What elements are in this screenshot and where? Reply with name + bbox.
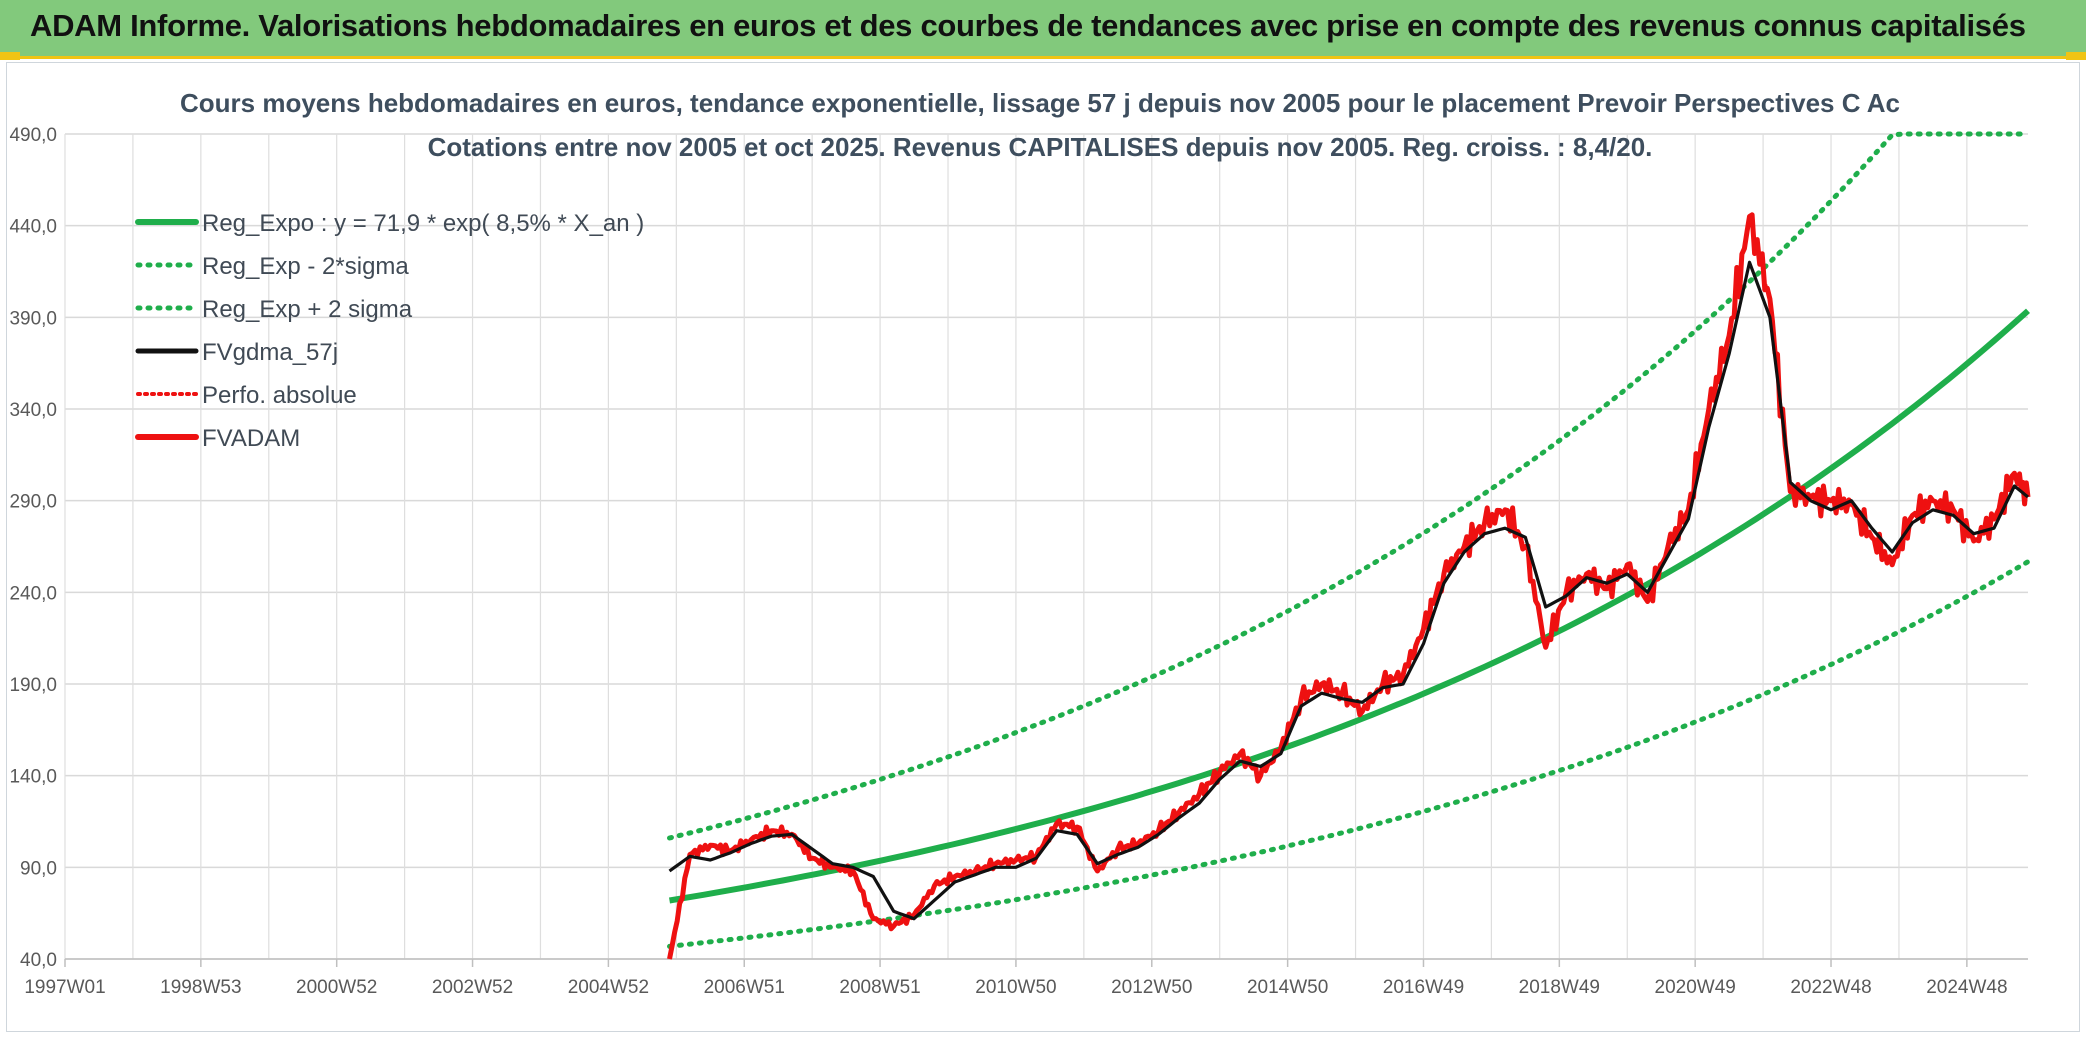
y-tick-label: 90,0 — [20, 858, 57, 879]
x-tick-label: 2024W48 — [1926, 977, 2007, 998]
report-header: ADAM Informe. Valorisations hebdomadaire… — [0, 0, 2086, 59]
series-reg-expo — [669, 308, 2030, 904]
y-tick-label: 390,0 — [9, 308, 57, 329]
x-tick-label: 2006W51 — [704, 977, 785, 998]
legend-label: Reg_Exp + 2 sigma — [202, 296, 413, 323]
report-title: ADAM Informe. Valorisations hebdomadaire… — [30, 8, 2026, 43]
x-tick-label: 2012W50 — [1111, 977, 1192, 998]
y-tick-label: 490,0 — [9, 125, 57, 146]
chart-grid — [64, 133, 2028, 960]
legend-label: FVgdma_57j — [202, 339, 338, 366]
chart-title: Cours moyens hebdomadaires en euros, ten… — [180, 88, 1900, 118]
series-reg-exp-minus-2sigma — [667, 559, 2031, 949]
corner-accent-right — [2066, 52, 2086, 60]
series-fvgdma-57j — [668, 260, 2029, 921]
chart-frame — [6, 62, 2080, 1032]
x-tick-label: 2004W52 — [568, 977, 649, 998]
x-tick-label: 1997W01 — [24, 977, 105, 998]
series-reg-exp-plus-2sigma — [667, 131, 2031, 841]
x-tick-label: 2016W49 — [1383, 977, 1464, 998]
corner-accent-left — [0, 52, 20, 60]
legend-label: Reg_Exp - 2*sigma — [202, 253, 409, 280]
x-tick-label: 2018W49 — [1519, 977, 1600, 998]
chart-legend: Reg_Expo : y = 71,9 * exp( 8,5% * X_an )… — [135, 210, 644, 452]
legend-label: Perfo. absolue — [202, 382, 357, 409]
y-tick-label: 240,0 — [9, 583, 57, 604]
chart-subtitle: Cotations entre nov 2005 et oct 2025. Re… — [428, 132, 1653, 162]
y-tick-label: 190,0 — [9, 675, 57, 696]
plot-area — [667, 131, 2031, 960]
legend-label: Reg_Expo : y = 71,9 * exp( 8,5% * X_an ) — [202, 210, 644, 237]
x-tick-label: 2014W50 — [1247, 977, 1328, 998]
x-tick-label: 2002W52 — [432, 977, 513, 998]
y-tick-label: 290,0 — [9, 492, 57, 513]
y-tick-label: 40,0 — [20, 950, 57, 971]
y-tick-label: 140,0 — [9, 767, 57, 788]
x-tick-label: 2008W51 — [839, 977, 920, 998]
x-tick-label: 2020W49 — [1655, 977, 1736, 998]
series-fvadam — [667, 212, 2031, 960]
y-axis: 40,0 90,0 140,0 190,0 240,0 290,0 340,0 390,0 44… — [9, 125, 57, 971]
x-tick-label: 1998W53 — [160, 977, 241, 998]
x-tick-label: 2010W50 — [975, 977, 1056, 998]
y-tick-label: 340,0 — [9, 400, 57, 421]
x-tick-label: 2022W48 — [1790, 977, 1871, 998]
x-axis: 1997W01 1998W53 2000W52 2002W52 2004W52 2006W… — [24, 959, 2008, 998]
y-tick-label: 440,0 — [9, 217, 57, 238]
x-tick-label: 2000W52 — [296, 977, 377, 998]
series-perfo-absolue — [668, 216, 2029, 960]
legend-label: FVADAM — [202, 425, 300, 452]
